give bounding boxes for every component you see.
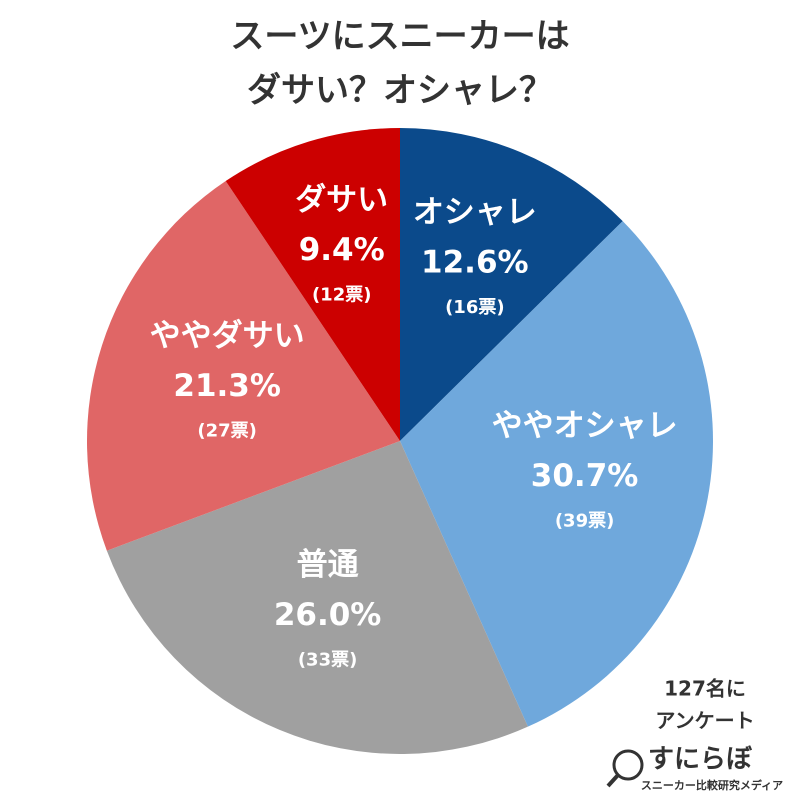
slice-count-label: (33票) (298, 649, 358, 670)
logo-icon (612, 749, 644, 781)
slice-name: オシャレ (413, 194, 537, 230)
slice-count-label: (12票) (312, 284, 372, 305)
logo-tagline: スニーカー比較研究メディア (641, 778, 783, 792)
slice-value-label: 9.4% (299, 232, 385, 268)
slice-name: 普通 (297, 547, 359, 583)
slice-value-label: 30.7% (531, 458, 639, 494)
slice-name: ややダサい (150, 318, 305, 354)
slice-value-label: 12.6% (421, 244, 529, 280)
chart-title: スーツにスニーカーは (230, 17, 569, 57)
pie-slice (87, 181, 401, 551)
slice-labels: オシャレ 12.6% (16票) ややオシャレ 30.7% (39票) 普通 26.0% (33… (150, 182, 678, 670)
pie (87, 128, 714, 754)
slice-count-label: (39票) (555, 511, 615, 532)
chart-title: ダサい？オシャレ？ (247, 71, 553, 111)
slice-value-label: 26.0% (274, 597, 382, 633)
pie-slice (400, 128, 623, 441)
logo-icon (606, 773, 620, 788)
pie-slice (225, 128, 400, 441)
annotation: 127名に (664, 677, 746, 701)
slice-name: ダサい (295, 182, 388, 218)
slice-count-label: (27票) (197, 420, 257, 441)
slice-name: ややオシャレ (492, 408, 678, 444)
pie-slice (106, 441, 528, 754)
pie-slice (400, 221, 714, 727)
slice-value-label: 21.3% (173, 368, 281, 404)
logo-name: すにらぼ (648, 745, 753, 775)
annotation: アンケート (655, 709, 754, 733)
slice-count-label: (16票) (445, 297, 505, 318)
